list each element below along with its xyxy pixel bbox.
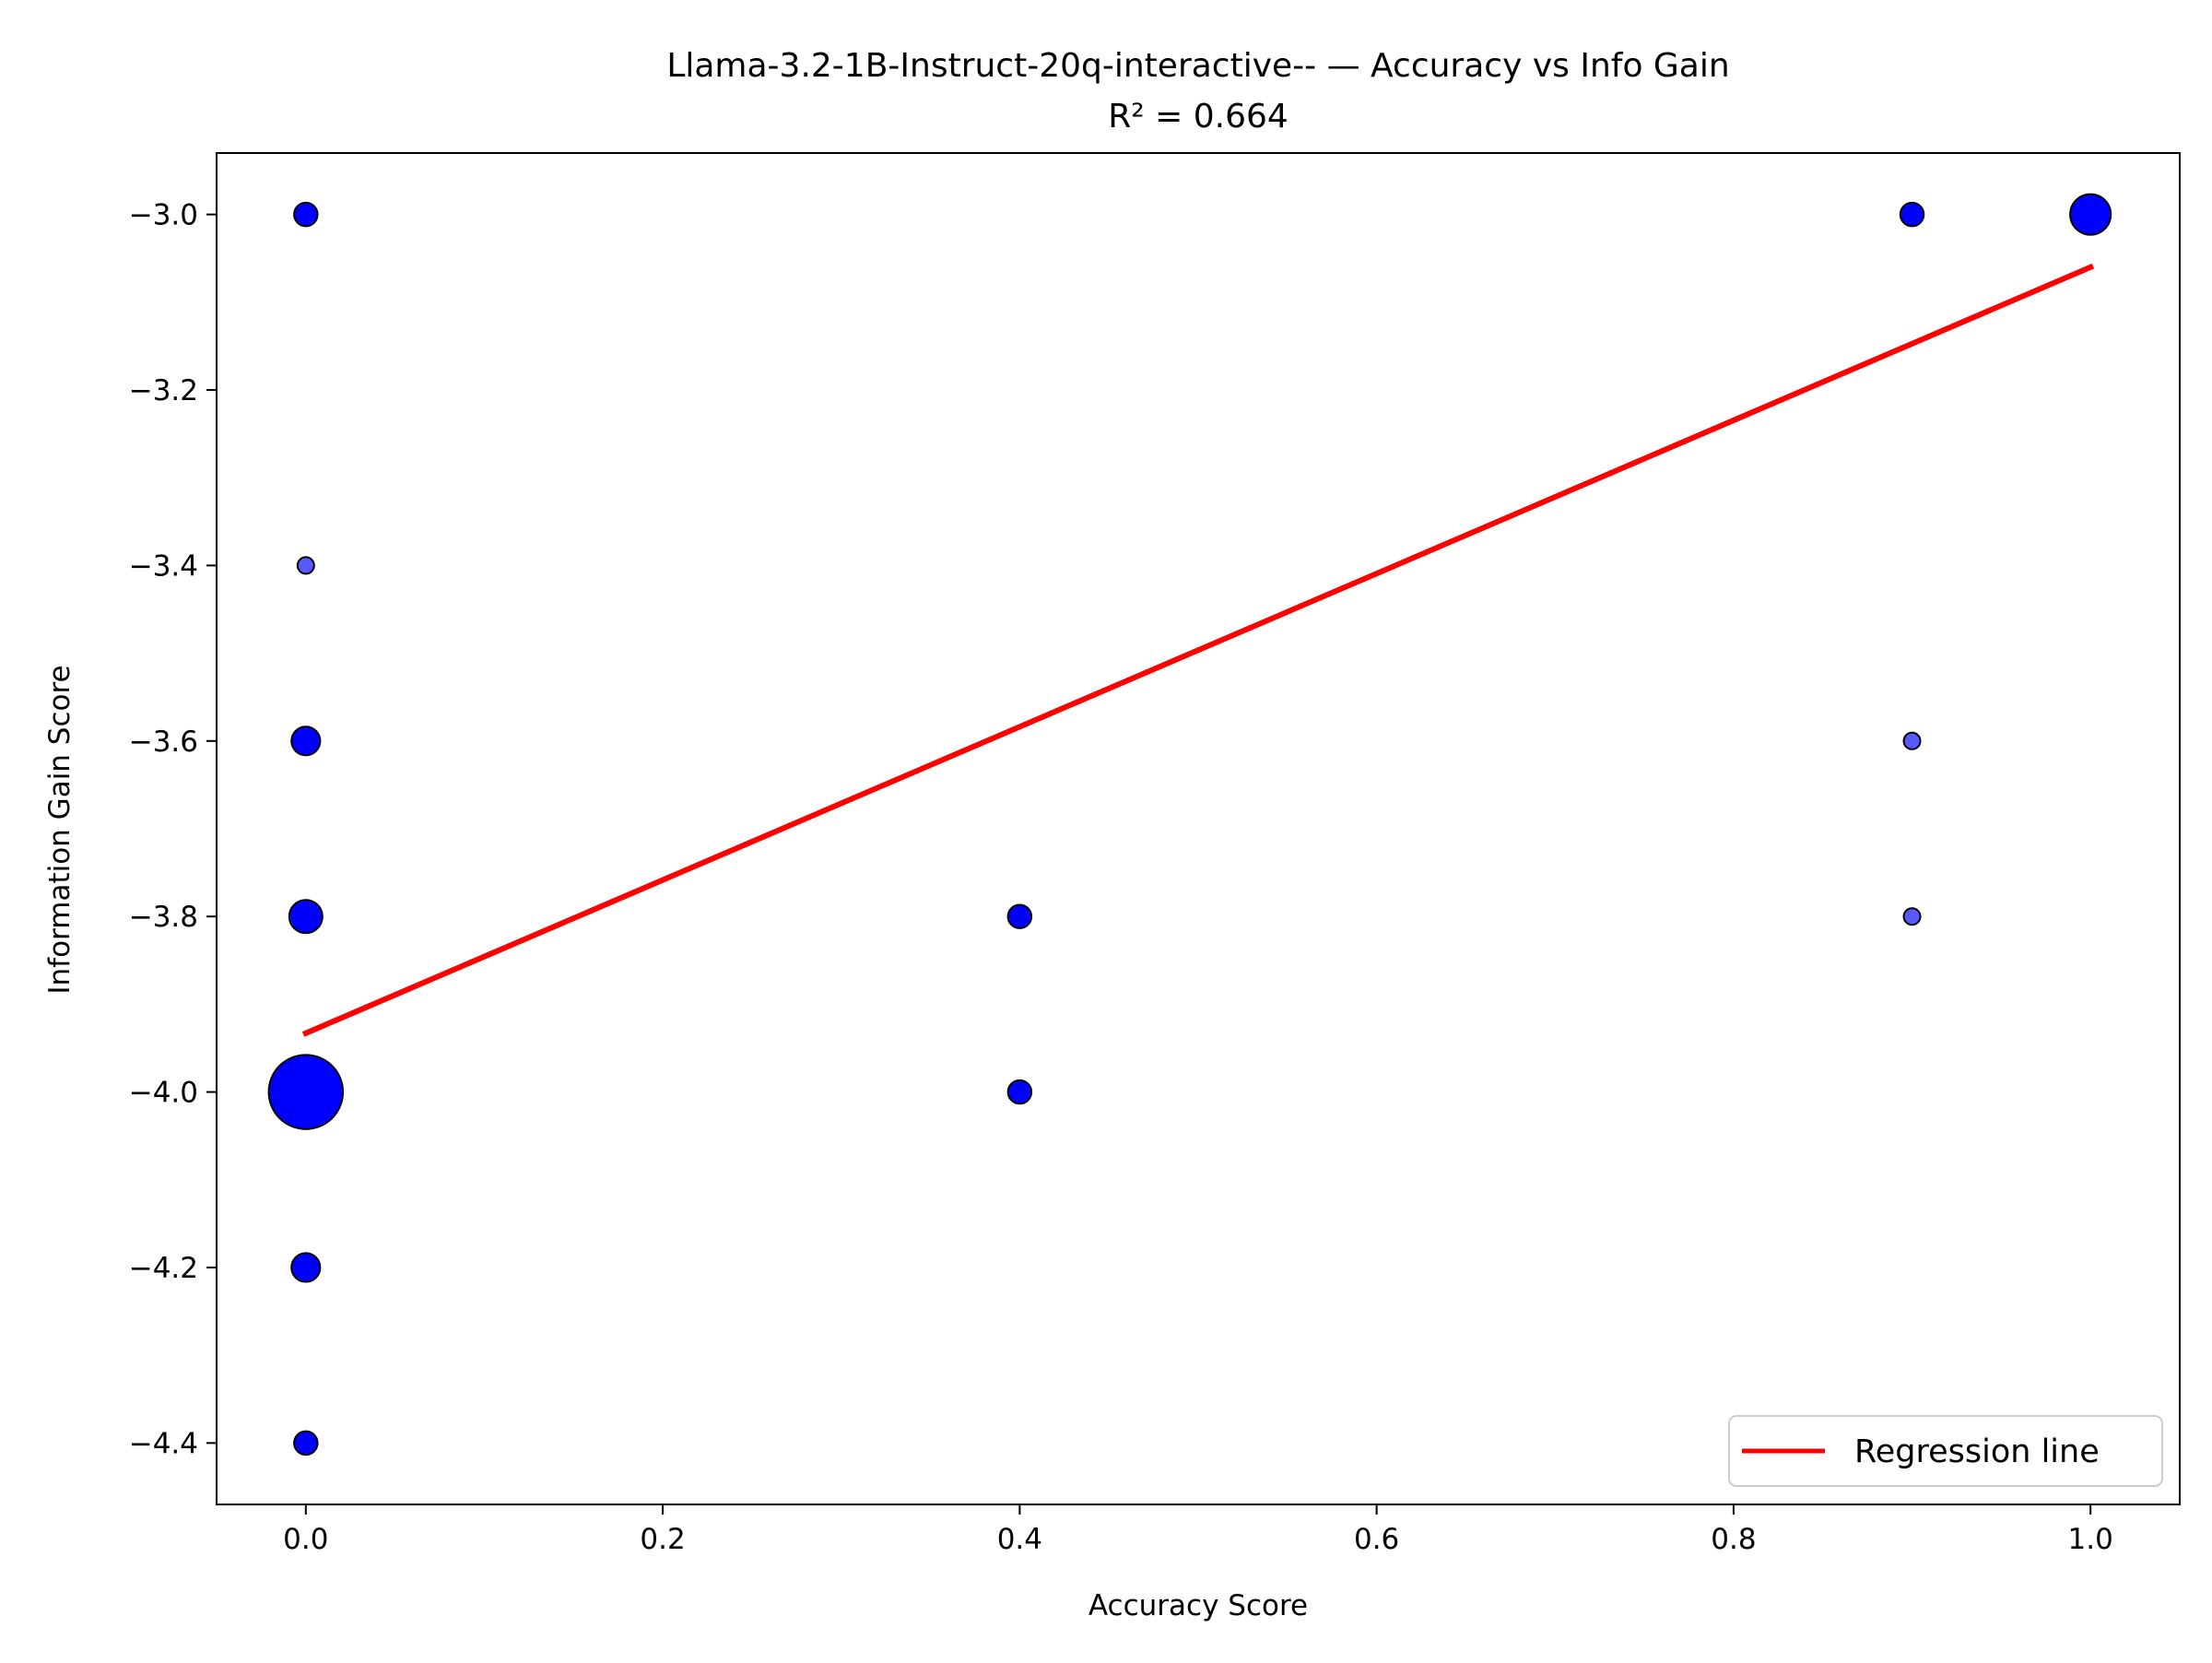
- data-point: [293, 1430, 319, 1457]
- data-point: [296, 556, 315, 575]
- data-point: [1006, 1079, 1033, 1105]
- chart-title: Llama-3.2-1B-Instruct-20q-interactive-- …: [666, 47, 1729, 85]
- x-axis-label: Accuracy Score: [1088, 1589, 1308, 1622]
- x-tick-label: 0.2: [640, 1523, 685, 1556]
- x-tick-label: 0.6: [1354, 1523, 1399, 1556]
- legend-box: [1728, 1415, 2163, 1487]
- y-tick-label: −3.6: [129, 725, 198, 759]
- x-tick-label: 0.8: [1711, 1523, 1756, 1556]
- y-axis-label: Information Gain Score: [43, 665, 76, 994]
- regression-line: [301, 263, 2095, 1037]
- y-tick-label: −4.4: [129, 1427, 198, 1460]
- data-point: [1899, 201, 1925, 228]
- x-tick-label: 0.0: [283, 1523, 328, 1556]
- y-tick-label: −4.0: [129, 1077, 198, 1110]
- data-point: [288, 899, 324, 935]
- y-tick-label: −3.8: [129, 901, 198, 934]
- data-point: [1902, 907, 1922, 926]
- data-point: [293, 201, 319, 228]
- plot-marks: [267, 193, 2112, 1457]
- y-tick-label: −4.2: [129, 1252, 198, 1285]
- data-point: [1902, 731, 1922, 750]
- data-point: [290, 725, 322, 757]
- data-point: [2069, 193, 2112, 236]
- y-tick-label: −3.2: [129, 374, 198, 407]
- chart-subtitle: R² = 0.664: [1108, 98, 1288, 136]
- legend-regression-label: Regression line: [1854, 1433, 2100, 1470]
- data-point: [290, 1252, 322, 1283]
- x-tick-label: 1.0: [2068, 1523, 2113, 1556]
- data-point: [1006, 903, 1033, 929]
- data-point: [267, 1054, 345, 1130]
- x-tick-label: 0.4: [997, 1523, 1042, 1556]
- legend: Regression line: [1728, 1415, 2163, 1487]
- axes: 0.0 0.2 0.4 0.6 0.8 1.0 −3.0 −3.2 −3.4 −3.6 −3.8 −4…: [129, 152, 2181, 1556]
- y-tick-label: −3.0: [129, 199, 198, 232]
- plot-frame: [216, 152, 2181, 1505]
- y-tick-label: −3.4: [129, 549, 198, 583]
